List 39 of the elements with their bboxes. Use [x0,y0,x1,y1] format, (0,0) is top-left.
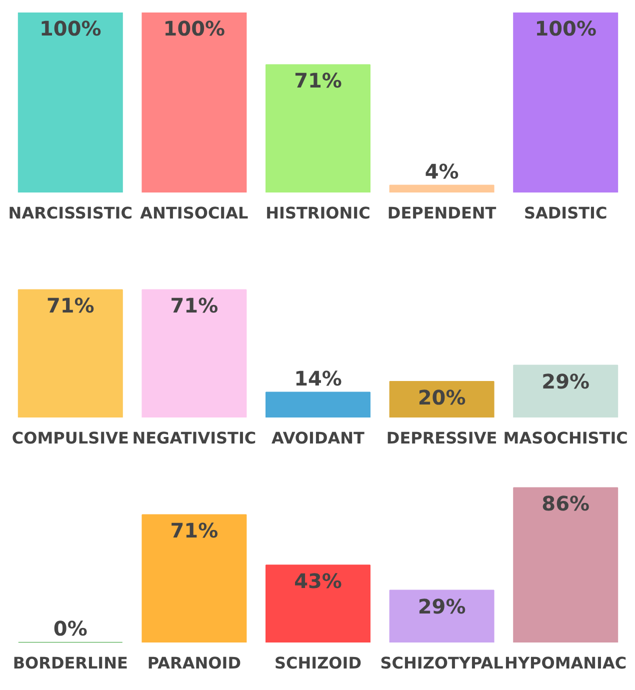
x-tick-label: SADISTIC [524,204,608,222]
bar [389,381,494,418]
bar [142,514,247,642]
bar [513,364,618,418]
x-tick-label: AVOIDANT [272,428,365,448]
x-tick-label: NARCISSISTIC [8,204,132,222]
data-label: 4% [424,159,459,184]
data-label: 71% [46,294,94,318]
bar [266,392,370,418]
data-label: 29% [542,369,590,394]
data-label: 100% [534,16,597,40]
x-tick-label: NEGATIVISTIC [132,428,256,448]
bar [513,487,618,642]
x-tick-label: MASOCHISTIC [503,428,628,448]
x-tick-label: HISTRIONIC [266,204,370,222]
x-tick-label: PARANOID [147,654,241,672]
bar [266,564,370,642]
data-label: 0% [53,616,88,640]
x-tick-label: HYPOMANIAC [504,654,627,672]
x-tick-label: ANTISOCIAL [140,204,248,222]
x-tick-label: COMPULSIVE [12,428,129,448]
data-label: 71% [294,68,342,93]
x-tick-label: SCHIZOTYPAL [380,654,504,672]
data-label: 100% [40,16,102,40]
bar [142,289,247,418]
bar [18,289,123,418]
x-tick-label: BORDERLINE [12,654,128,672]
data-label: 14% [294,366,342,390]
data-label: 71% [170,294,218,318]
data-label: 71% [170,518,218,543]
data-label: 43% [294,569,342,594]
data-label: 29% [418,594,466,618]
bar [389,590,494,642]
x-tick-label: DEPRESSIVE [386,428,498,448]
data-label: 20% [418,386,466,410]
data-label: 100% [163,16,226,40]
x-tick-label: SCHIZOID [274,654,362,672]
x-tick-label: DEPENDENT [387,204,496,222]
data-label: 86% [542,492,590,516]
